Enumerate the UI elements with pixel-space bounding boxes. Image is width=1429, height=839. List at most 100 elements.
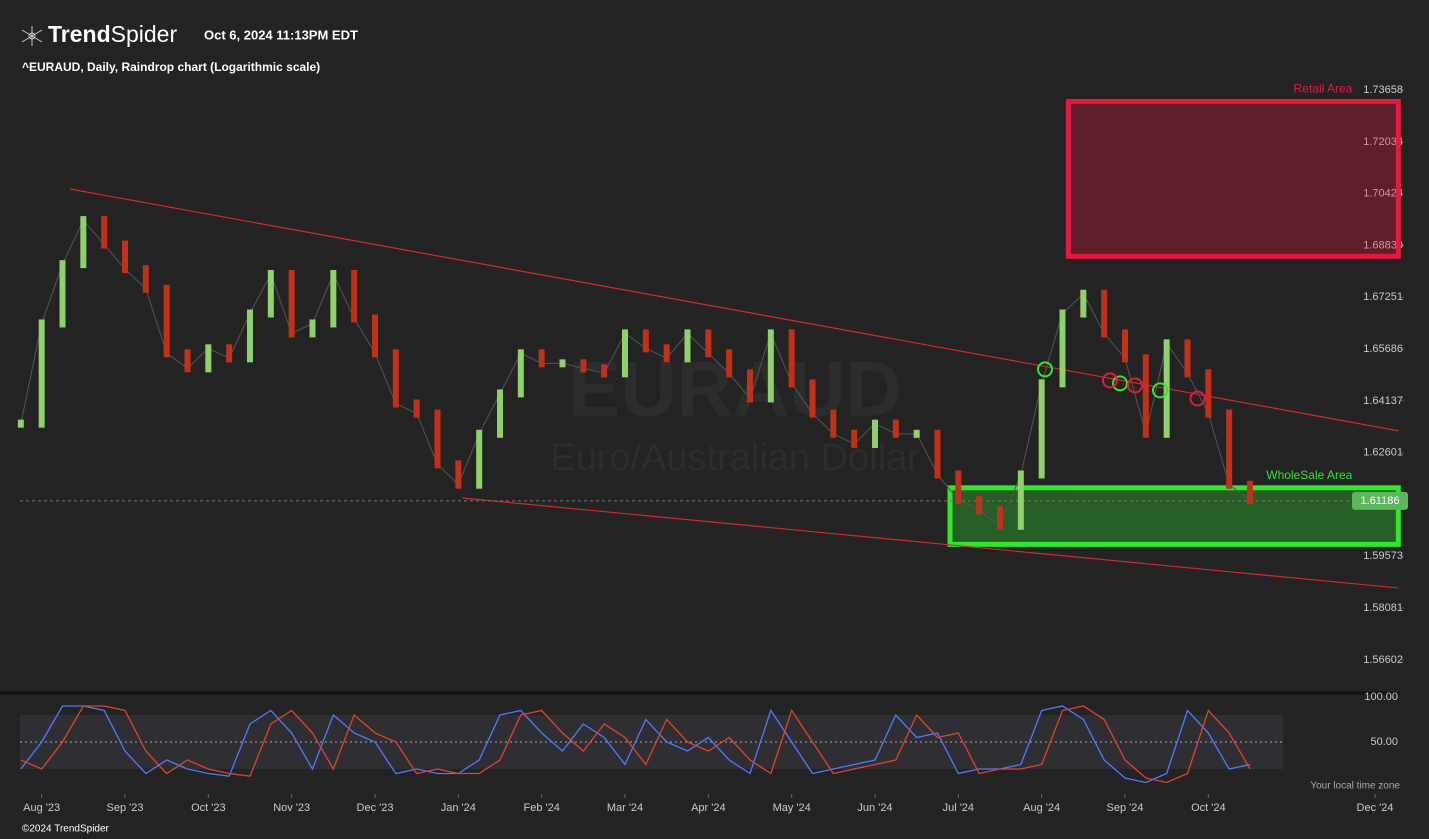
signal [1037, 361, 1053, 378]
raindrop [184, 349, 191, 373]
raindrop [976, 496, 983, 515]
raindrop [309, 319, 316, 338]
brand: TrendSpider [48, 21, 177, 47]
x-tick-label: Sep '24 [1107, 802, 1144, 814]
raindrop [580, 359, 587, 373]
raindrop [476, 429, 483, 489]
raindrop [788, 329, 795, 388]
raindrop [934, 429, 941, 479]
signal [1152, 382, 1168, 399]
signal [1112, 375, 1128, 392]
raindrop [1247, 480, 1253, 505]
y-tick-label: 1.65686 [1363, 343, 1403, 355]
zone-label: Retail Area [1294, 82, 1353, 96]
y-tick-label: 1.62601 [1363, 447, 1403, 459]
x-tick-label: Jun '24 [857, 802, 892, 814]
raindrop [1080, 289, 1087, 318]
x-tick-label: Jul '24 [943, 802, 974, 814]
raindrop [205, 344, 212, 373]
raindrop [642, 329, 649, 353]
x-tick-label: May '24 [773, 802, 811, 814]
y-tick-label: 1.73658 [1363, 84, 1403, 96]
chart-title: ^EURAUD, Daily, Raindrop chart (Logarith… [22, 60, 320, 74]
timezone: Your local time zone [1310, 781, 1400, 792]
x-tick-label: Dec '23 [357, 802, 394, 814]
raindrop [226, 344, 233, 363]
raindrop [80, 216, 87, 269]
raindrop [872, 419, 878, 448]
datetime: Oct 6, 2024 11:13PM EDT [204, 27, 358, 42]
raindrop [892, 419, 899, 438]
raindrop [726, 349, 733, 378]
raindrop [955, 470, 962, 505]
brand-2: Spider [111, 21, 178, 47]
raindrop [1038, 379, 1045, 479]
raindrop [1226, 409, 1233, 489]
raindrop [851, 429, 858, 448]
raindrop [809, 379, 816, 418]
x-tick-label: Sep '23 [107, 802, 144, 814]
raindrop [622, 329, 628, 378]
y-tick-label: 1.67251 [1363, 291, 1403, 303]
raindrop [247, 309, 253, 363]
raindrop [767, 329, 774, 403]
y-tick-label: 100.00 [1364, 691, 1398, 703]
raindrop [372, 314, 378, 358]
watermark: EURAUD [568, 345, 902, 433]
y-tick-label: 50.00 [1370, 736, 1398, 748]
raindrop [163, 284, 170, 358]
x-tick-label: Feb '24 [523, 802, 559, 814]
raindrop [434, 409, 441, 469]
x-tick-label: Oct '23 [191, 802, 226, 814]
x-tick-label: Apr '24 [691, 802, 726, 814]
y-tick-label: 1.72034 [1363, 136, 1403, 148]
raindrop [142, 265, 149, 293]
raindrop [38, 319, 45, 428]
last-price-box [1352, 491, 1408, 510]
raindrop [455, 460, 462, 489]
y-tick-label: 1.70424 [1363, 188, 1403, 200]
raindrop [17, 419, 24, 428]
zone [1065, 98, 1401, 259]
price-line [20, 219, 1251, 527]
x-tick-label: Dec '24 [1357, 802, 1394, 814]
y-tick-label: 1.59573 [1363, 550, 1403, 562]
raindrop [1205, 369, 1212, 418]
y-tick-label: 1.64137 [1363, 395, 1403, 407]
stoch-line [20, 705, 1251, 784]
zone-label: WholeSale Area [1266, 468, 1352, 482]
x-tick-label: Jan '24 [441, 802, 476, 814]
raindrop [517, 349, 524, 398]
last-price-label: 1.61186 [1361, 495, 1400, 507]
raindrop [101, 216, 108, 249]
raindrop [392, 349, 399, 408]
raindrop [705, 329, 712, 358]
raindrop [538, 349, 545, 368]
raindrop [351, 269, 358, 323]
raindrop [913, 429, 920, 438]
raindrop [122, 240, 128, 274]
raindrop [601, 364, 608, 378]
signal [1102, 372, 1118, 389]
raindrop [1059, 309, 1066, 388]
raindrop [1101, 289, 1108, 338]
trendline [69, 188, 1399, 432]
footer: ©2024 TrendSpider [22, 824, 110, 835]
raindrop [559, 359, 566, 368]
y-tick-label: 1.68830 [1363, 239, 1403, 251]
brand-1: Trend [48, 21, 111, 47]
x-tick-label: Aug '23 [23, 802, 60, 814]
signal [1127, 377, 1143, 394]
raindrop [1184, 339, 1191, 378]
x-tick-label: Mar '24 [607, 802, 643, 814]
raindrop [1142, 354, 1149, 438]
raindrop [830, 409, 837, 438]
raindrop [288, 269, 295, 338]
watermark: Euro/Australian Dollar [550, 437, 920, 479]
x-tick-label: Aug '24 [1023, 802, 1060, 814]
raindrop [1122, 329, 1128, 363]
raindrop [267, 269, 274, 318]
